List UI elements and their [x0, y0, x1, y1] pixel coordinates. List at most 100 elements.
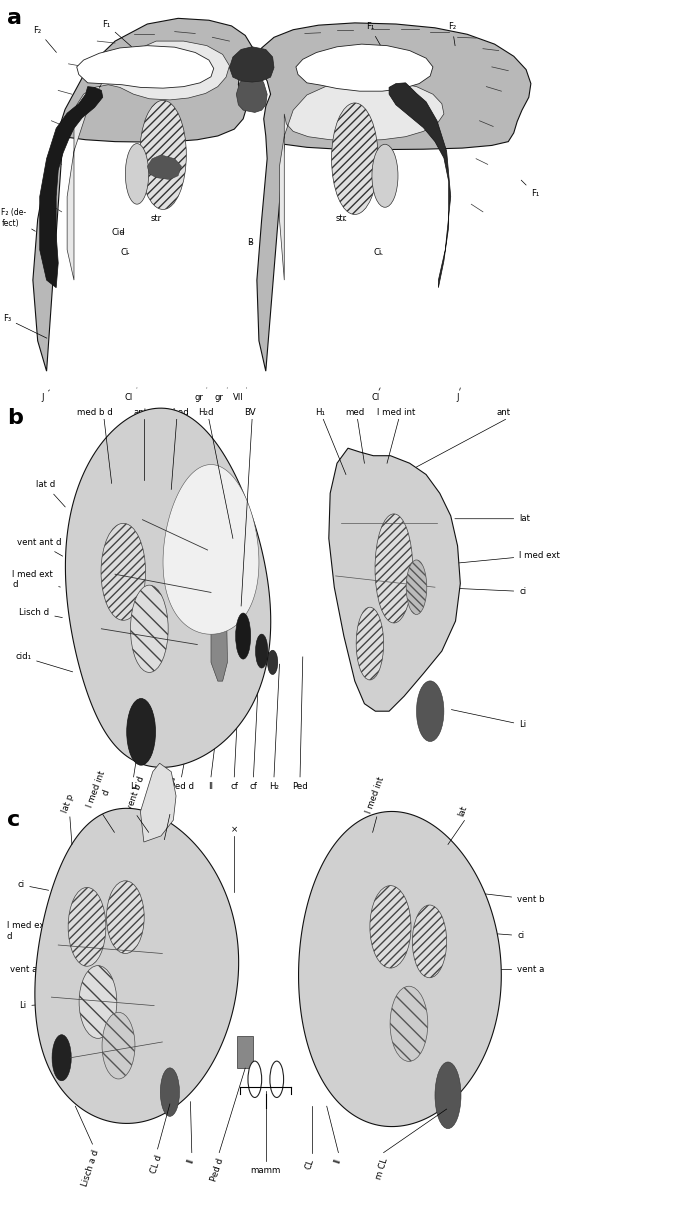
Text: str: str — [151, 213, 162, 223]
Text: lat: lat — [455, 514, 530, 524]
Text: F₃: F₃ — [3, 314, 47, 338]
Text: l med ext: l med ext — [455, 550, 560, 564]
Text: vent a d: vent a d — [10, 965, 53, 974]
Text: CL: CL — [303, 1157, 316, 1171]
Text: Lisch a d: Lisch a d — [80, 1149, 101, 1188]
Text: str: str — [336, 213, 347, 223]
Text: cid₁: cid₁ — [15, 652, 73, 671]
Text: l med ext
d: l med ext d — [7, 921, 51, 941]
Polygon shape — [237, 1036, 253, 1068]
Polygon shape — [257, 23, 531, 371]
Text: cf: cf — [230, 782, 238, 790]
Text: II: II — [332, 1157, 342, 1165]
Ellipse shape — [68, 887, 105, 966]
Text: Ped d: Ped d — [169, 782, 194, 790]
Text: II: II — [208, 782, 214, 790]
Text: F₂: F₂ — [448, 22, 456, 46]
Text: Ci: Ci — [121, 247, 129, 257]
Ellipse shape — [390, 987, 427, 1062]
Ellipse shape — [267, 650, 278, 674]
Text: ant: ant — [497, 408, 510, 417]
Text: l med int: l med int — [377, 408, 415, 417]
Ellipse shape — [412, 905, 447, 978]
Ellipse shape — [127, 698, 155, 765]
Text: J: J — [456, 388, 460, 402]
Ellipse shape — [125, 143, 149, 204]
Text: Cl: Cl — [371, 388, 380, 402]
Text: vent b: vent b — [462, 891, 545, 904]
Polygon shape — [140, 764, 176, 842]
Ellipse shape — [140, 101, 186, 210]
Text: lat d: lat d — [36, 480, 65, 507]
Ellipse shape — [79, 966, 116, 1039]
Text: Ci: Ci — [374, 247, 382, 257]
Polygon shape — [236, 73, 267, 113]
Text: Cid: Cid — [111, 228, 125, 238]
Text: H₁: H₁ — [316, 408, 325, 417]
Text: med a d: med a d — [158, 776, 178, 812]
Text: lat p: lat p — [61, 794, 76, 814]
Text: med ad: med ad — [156, 408, 189, 417]
Text: cf: cf — [249, 782, 258, 790]
Polygon shape — [65, 408, 271, 767]
Text: l med int
d: l med int d — [86, 770, 117, 812]
Ellipse shape — [107, 881, 144, 954]
Text: BV: BV — [245, 408, 256, 417]
Text: ant: ant — [134, 408, 147, 417]
Polygon shape — [329, 448, 460, 711]
Ellipse shape — [102, 1012, 135, 1079]
Text: Ped: Ped — [292, 782, 308, 790]
Text: vent b d: vent b d — [125, 776, 146, 812]
Ellipse shape — [52, 1035, 71, 1081]
Text: Li: Li — [19, 1001, 53, 1011]
Ellipse shape — [256, 634, 268, 668]
Text: med b d: med b d — [77, 408, 112, 417]
Text: ci: ci — [17, 880, 49, 891]
Polygon shape — [35, 808, 238, 1124]
Text: ×: × — [231, 825, 238, 834]
Ellipse shape — [130, 585, 169, 673]
Text: mamm: mamm — [251, 1166, 281, 1174]
Polygon shape — [67, 41, 229, 280]
Text: l med int: l med int — [364, 776, 386, 814]
Polygon shape — [229, 47, 274, 82]
Text: ci: ci — [447, 587, 526, 596]
Text: l med ext
d: l med ext d — [12, 570, 60, 589]
Ellipse shape — [332, 103, 378, 215]
Text: gr: gr — [215, 388, 227, 402]
Text: b: b — [7, 408, 23, 429]
Text: med: med — [345, 408, 364, 417]
Ellipse shape — [248, 1062, 262, 1098]
Text: a: a — [7, 8, 22, 29]
Text: vent a: vent a — [458, 965, 545, 974]
Text: ci: ci — [460, 931, 524, 941]
Text: H₂: H₂ — [269, 782, 279, 790]
Text: Li: Li — [451, 709, 526, 730]
Text: gr: gr — [195, 388, 207, 402]
Polygon shape — [296, 44, 433, 91]
Text: J: J — [41, 390, 49, 402]
Ellipse shape — [370, 886, 411, 968]
Text: F₁: F₁ — [366, 22, 381, 46]
Text: lat: lat — [456, 805, 469, 818]
Polygon shape — [299, 812, 501, 1127]
Text: vent ant d: vent ant d — [17, 538, 62, 556]
Ellipse shape — [270, 1062, 284, 1098]
Text: Ped d: Ped d — [210, 1157, 226, 1183]
Ellipse shape — [375, 514, 412, 623]
Polygon shape — [211, 568, 227, 681]
Polygon shape — [40, 86, 103, 287]
Polygon shape — [163, 464, 259, 634]
Ellipse shape — [101, 524, 145, 621]
Ellipse shape — [236, 613, 251, 659]
Polygon shape — [389, 82, 451, 287]
Text: VII: VII — [233, 388, 247, 402]
Ellipse shape — [372, 144, 398, 207]
Ellipse shape — [406, 560, 427, 614]
Text: F₁: F₁ — [102, 19, 132, 46]
Text: F₂ (de-
fect): F₂ (de- fect) — [1, 208, 36, 231]
Polygon shape — [33, 18, 252, 371]
Polygon shape — [279, 80, 444, 280]
Text: F₁: F₁ — [521, 181, 539, 199]
Text: CL d: CL d — [149, 1154, 164, 1174]
